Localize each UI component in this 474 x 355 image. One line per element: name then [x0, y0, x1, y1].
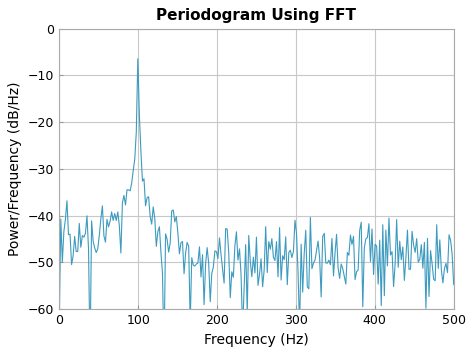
Title: Periodogram Using FFT: Periodogram Using FFT [156, 8, 356, 23]
X-axis label: Frequency (Hz): Frequency (Hz) [204, 333, 309, 347]
Y-axis label: Power/Frequency (dB/Hz): Power/Frequency (dB/Hz) [9, 82, 22, 256]
